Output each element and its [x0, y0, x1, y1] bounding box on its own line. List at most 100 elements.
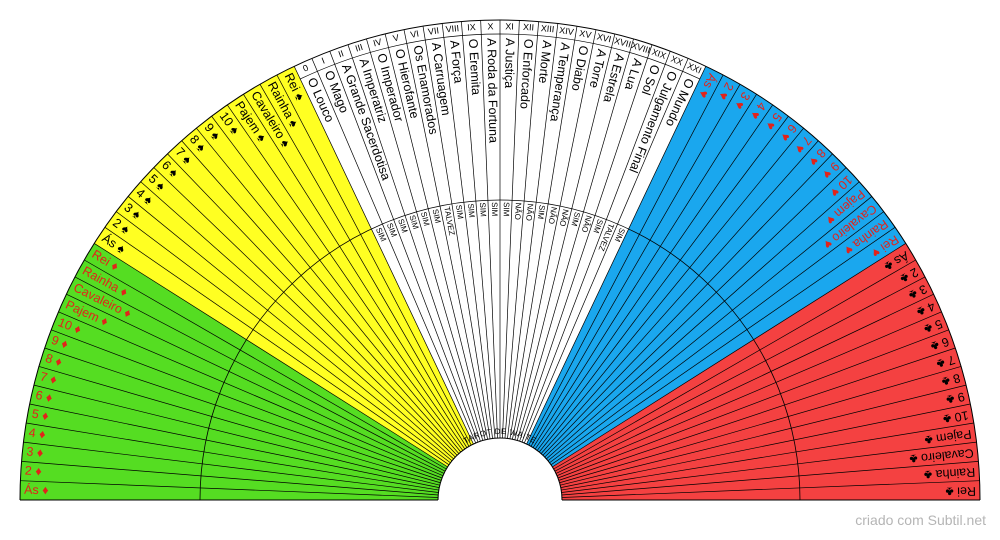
divider-line [534, 104, 773, 450]
card-label-ouros: Ás ♦ [24, 482, 49, 497]
arcana-numeral: VI [410, 28, 420, 39]
divider-line [84, 259, 447, 470]
card-label-maiores: O Enforcado [517, 38, 535, 109]
card-label-espadas: 5 ♣ [922, 316, 945, 336]
numeral-band [300, 33, 700, 80]
divider-line [516, 38, 634, 441]
divider-line [347, 44, 481, 442]
card-label-espadas: 6 ♣ [929, 334, 951, 353]
divider-line [127, 196, 453, 462]
divider-line [552, 243, 906, 468]
divider-line [441, 23, 493, 439]
arcana-answer: NÃO [513, 202, 523, 220]
card-label-ouros: 4 ♦ [28, 425, 47, 441]
divider-line [33, 384, 440, 486]
arcana-answer: SIM [454, 204, 465, 220]
divider-line [507, 23, 559, 439]
divider-line [502, 20, 520, 439]
divider-line [549, 211, 884, 464]
card-label-espadas: 8 ♣ [940, 371, 962, 389]
divider-line [104, 227, 450, 466]
card-label-maiores: A Força [447, 40, 465, 84]
sector-copas [526, 66, 906, 467]
divider-line [560, 384, 967, 486]
divider-line [514, 33, 616, 440]
arcana-answer: NÃO [524, 203, 535, 221]
card-label-espadas: 9 ♣ [945, 389, 966, 407]
divider-line [553, 259, 916, 470]
arcana-numeral: XIII [540, 23, 554, 34]
arcana-answer: NÃO [558, 208, 571, 227]
divider-line [540, 140, 819, 454]
arcana-numeral: II [337, 48, 345, 59]
divider-line [461, 21, 496, 439]
arcana-answer: SIM [466, 203, 476, 218]
divider-line [561, 441, 977, 493]
divider-line [227, 104, 466, 450]
divider-line [526, 66, 707, 445]
card-label-espadas: Rainha ♣ [924, 465, 976, 482]
divider-line [554, 276, 926, 472]
arcana-numeral: XV [579, 28, 593, 40]
arcana-numeral: IV [372, 37, 383, 49]
arcana-numeral: 0 [301, 63, 310, 74]
divider-line [550, 227, 896, 466]
arcana-answer: SIM [407, 214, 420, 231]
divider-line [512, 29, 597, 440]
arcana-numeral: XIX [650, 47, 667, 61]
arcana-answer: SIM [478, 202, 488, 217]
arcana-numeral: V [392, 32, 400, 43]
divider-line [538, 127, 804, 453]
card-label-ouros: 2 ♦ [24, 464, 42, 479]
divider-line [509, 26, 578, 439]
divider-line [181, 140, 460, 454]
card-label-ouros: 6 ♦ [34, 388, 53, 405]
arcana-numeral: VIII [445, 23, 459, 34]
divider-line [504, 21, 539, 439]
divider-line [211, 116, 464, 451]
card-label-maiores: A Justiça [502, 38, 517, 88]
divider-line [544, 167, 847, 458]
divider-line [66, 293, 445, 474]
arcana-answer: SIM [502, 202, 511, 217]
divider-line [44, 347, 442, 481]
divider-line [523, 58, 689, 444]
radial-dividers [20, 20, 980, 501]
arcana-answer: SIM [490, 202, 499, 217]
card-label-espadas: 10 ♣ [942, 408, 970, 426]
divider-line [259, 84, 470, 447]
divider-line [480, 20, 498, 439]
divider-line [546, 181, 860, 460]
divider-line [561, 422, 974, 491]
divider-line [116, 211, 451, 464]
divider-line [561, 480, 980, 498]
arcana-numeral: X [487, 21, 493, 31]
card-label-espadas: Pajem ♣ [924, 427, 973, 447]
arcana-numeral: VII [427, 25, 439, 36]
arcana-answer: NÃO [547, 206, 559, 225]
arcana-numeral: IX [467, 22, 476, 32]
arcana-numeral: III [354, 42, 364, 54]
divider-line [530, 84, 741, 447]
arcana-numeral: XVII [613, 35, 632, 49]
divider-line [293, 66, 474, 445]
arcana-numeral: XII [523, 22, 535, 33]
sector-ouros [20, 243, 448, 500]
card-label-ouros: 3 ♦ [26, 444, 44, 460]
card-label-maiores: O Eremita [466, 38, 483, 95]
divider-line [384, 33, 486, 440]
arcana-answer: SIM [569, 211, 581, 227]
divider-line [20, 480, 439, 498]
divider-line [311, 58, 477, 444]
divider-line [51, 329, 443, 479]
divider-line [21, 461, 439, 496]
divider-line [196, 127, 462, 453]
card-label-maiores: A Roda da Fortuna [484, 38, 500, 143]
arcana-answer: SIM [419, 211, 431, 227]
card-label-ouros: 7 ♦ [39, 369, 59, 387]
divider-line [528, 74, 724, 446]
divider-line [561, 461, 979, 496]
divider-line [547, 196, 873, 462]
